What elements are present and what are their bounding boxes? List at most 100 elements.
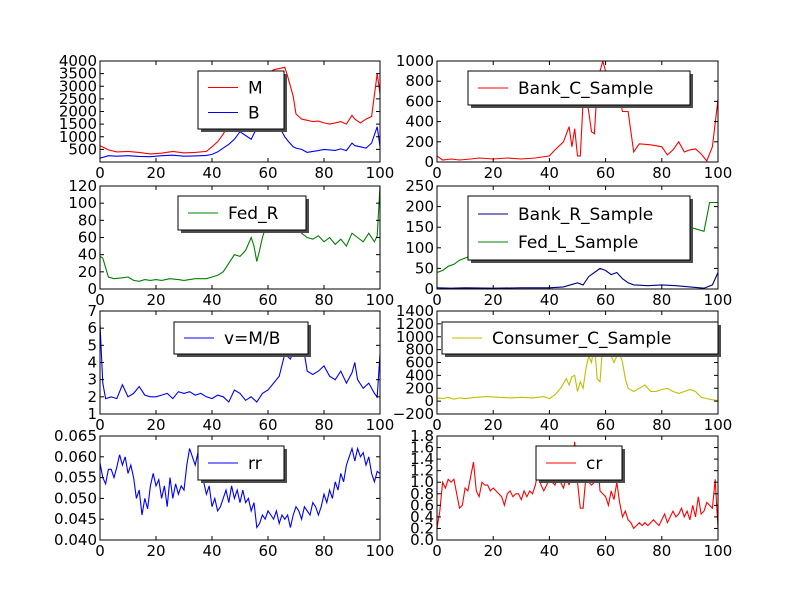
panel-7-xtick-label: 60 <box>258 542 277 560</box>
panel-3-ytick-label: 80 <box>78 211 97 229</box>
panel-4-ytick-label: 150 <box>405 218 434 236</box>
panel-5-ytick-label: 5 <box>87 336 97 354</box>
panel-1-ytick-label: 2000 <box>59 103 97 121</box>
panel-4-axes-frame <box>436 185 719 290</box>
panel-3-legend-label-1: Fed_R <box>228 204 279 224</box>
panel-6-ytick-label: 400 <box>405 366 434 384</box>
panel-1-ytick-label: 3500 <box>59 65 97 83</box>
panel-3-ytick-label: 0 <box>87 280 97 298</box>
panel-7-xtick-label: 100 <box>366 542 395 560</box>
panel-6-ytick-label: 1400 <box>396 302 434 320</box>
panel-5-xtick-label: 40 <box>202 416 221 434</box>
panel-1-xtick-label: 40 <box>202 164 221 182</box>
panel-1-xtick-label: 80 <box>314 164 333 182</box>
panel-6-xtick-label: 60 <box>596 416 615 434</box>
panel-2-xtick-label: 100 <box>704 164 733 182</box>
panel-3-xtick-label: 40 <box>202 291 221 309</box>
panel-6-ytick-label: 1000 <box>396 328 434 346</box>
panel-5-xtick-label: 0 <box>95 416 105 434</box>
panel-6-ytick-label: −200 <box>393 405 434 423</box>
panel-6-ytick-label: 200 <box>405 379 434 397</box>
panel-2-xtick-label: 40 <box>540 164 559 182</box>
panel-1-ytick-label: 3000 <box>59 77 97 95</box>
panel-2-ytick-label: 600 <box>405 92 434 110</box>
panel-6-series-line-1 <box>437 335 718 402</box>
panel-6-ytick-label: 0 <box>424 392 434 410</box>
panel-7-xtick-label: 40 <box>202 542 221 560</box>
panel-6-legend-label-1: Consumer_C_Sample <box>492 329 671 349</box>
panel-4-ytick-label: 0 <box>424 280 434 298</box>
panel-8-series-line-1 <box>437 441 718 530</box>
panel-8-xtick-label: 20 <box>484 542 503 560</box>
panel-3-series-line-1 <box>100 186 380 282</box>
panel-7-ytick-label: 0.055 <box>54 469 97 487</box>
panel-1-legend-box <box>197 70 285 130</box>
panel-1-ytick-label: 500 <box>68 140 97 158</box>
panel-3-ytick-label: 20 <box>78 263 97 281</box>
panel-2-series-line-1 <box>437 61 718 162</box>
panel-8-ytick-label: 0.2 <box>410 519 434 537</box>
panel-7-ytick-label: 0.040 <box>54 531 97 549</box>
panel-7-ytick-label: 0.065 <box>54 427 97 445</box>
panel-5-series-line-1 <box>100 324 380 403</box>
panel-4-ytick-label: 100 <box>405 239 434 257</box>
panel-8-xtick-label: 80 <box>652 542 671 560</box>
panel-6-xtick-label: 40 <box>540 416 559 434</box>
panel-1-xtick-label: 100 <box>366 164 395 182</box>
panel-4-xtick-label: 20 <box>484 291 503 309</box>
panel-7-xtick-label: 0 <box>95 542 105 560</box>
panel-8-xtick-label: 0 <box>432 542 442 560</box>
panel-5-ytick-label: 6 <box>87 319 97 337</box>
panel-2-ytick-label: 400 <box>405 113 434 131</box>
panel-3-ytick-label: 60 <box>78 229 97 247</box>
panel-4-ytick-label: 250 <box>405 177 434 195</box>
panel-1-ytick-label: 4000 <box>59 52 97 70</box>
panel-6-ytick-label: 800 <box>405 341 434 359</box>
panel-5-xtick-label: 60 <box>258 416 277 434</box>
panel-4-legend-label-1: Bank_R_Sample <box>518 205 653 225</box>
panel-2-xtick-label: 0 <box>432 164 442 182</box>
panel-8-ytick-label: 1.0 <box>410 473 434 491</box>
panel-3-xtick-label: 60 <box>258 291 277 309</box>
panel-6-legend-box <box>441 321 719 355</box>
panel-8-legend-label-1: cr <box>586 454 602 474</box>
panel-8-xtick-label: 60 <box>596 542 615 560</box>
panel-1-ytick-label: 1000 <box>59 128 97 146</box>
panel-5-xtick-label: 100 <box>366 416 395 434</box>
panel-5-ytick-label: 2 <box>87 388 97 406</box>
panel-6-ytick-label: 600 <box>405 354 434 372</box>
panel-5-ytick-label: 7 <box>87 302 97 320</box>
panel-2-ytick-label: 200 <box>405 133 434 151</box>
panel-5-ytick-label: 3 <box>87 371 97 389</box>
panel-3-ytick-label: 100 <box>68 194 97 212</box>
panel-3-ytick-label: 40 <box>78 246 97 264</box>
panel-7-series-line-1 <box>100 446 380 530</box>
panel-8-axes-frame <box>436 435 719 541</box>
panel-2-xtick-label: 20 <box>484 164 503 182</box>
panel-6-xtick-label: 0 <box>432 416 442 434</box>
panel-2-ytick-label: 1000 <box>396 52 434 70</box>
panel-2-legend-label-1: Bank_C_Sample <box>518 79 653 99</box>
panel-3-xtick-label: 20 <box>146 291 165 309</box>
panel-4-ytick-label: 200 <box>405 198 434 216</box>
panel-3-ytick-label: 120 <box>68 177 97 195</box>
panel-7-xtick-label: 20 <box>146 542 165 560</box>
panel-3-xtick-label: 80 <box>314 291 333 309</box>
panel-8-ytick-label: 1.4 <box>410 450 434 468</box>
panel-2-xtick-label: 80 <box>652 164 671 182</box>
panel-1-legend-label-2: B <box>248 104 260 124</box>
panel-5-legend-label-1: v=M/B <box>224 329 280 349</box>
panel-8-xtick-label: 40 <box>540 542 559 560</box>
panel-6-ytick-label: 1200 <box>396 315 434 333</box>
panel-6-xtick-label: 80 <box>652 416 671 434</box>
panel-2-ytick-label: 0 <box>424 153 434 171</box>
panel-1-ytick-label: 2500 <box>59 90 97 108</box>
panel-2-xtick-label: 60 <box>596 164 615 182</box>
panel-8-ytick-label: 1.6 <box>410 439 434 457</box>
panel-1-xtick-label: 20 <box>146 164 165 182</box>
panel-8-ytick-label: 0.8 <box>410 485 434 503</box>
panel-7-legend-label-1: rr <box>248 454 262 474</box>
panel-4-legend-box <box>467 195 691 261</box>
panel-7-xtick-label: 80 <box>314 542 333 560</box>
